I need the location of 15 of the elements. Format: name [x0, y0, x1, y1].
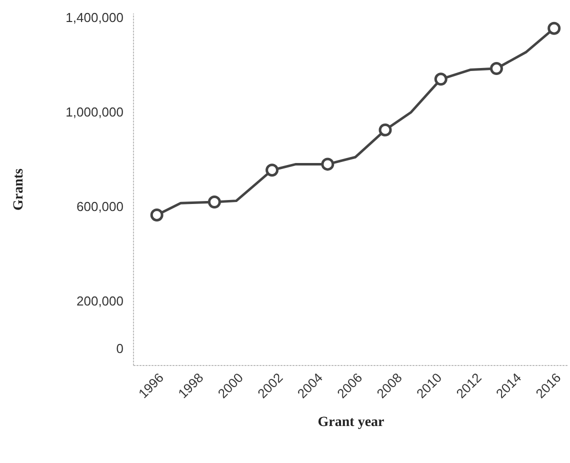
y-axis-title: Grants — [12, 168, 27, 210]
point — [266, 164, 279, 177]
y-tick-label: 200,000 — [76, 294, 124, 309]
x-axis-title: Grant year — [318, 415, 384, 430]
point — [548, 22, 561, 35]
point — [434, 72, 448, 86]
y-tick-label: 1,400,000 — [66, 10, 124, 26]
point — [490, 62, 503, 75]
point — [150, 208, 164, 222]
y-tick-label: 0 — [116, 340, 124, 356]
point — [321, 158, 334, 171]
point — [378, 123, 392, 136]
y-tick-label: 600,000 — [76, 199, 124, 214]
point — [208, 196, 221, 208]
y-tick-label: 1,000,000 — [66, 104, 124, 120]
